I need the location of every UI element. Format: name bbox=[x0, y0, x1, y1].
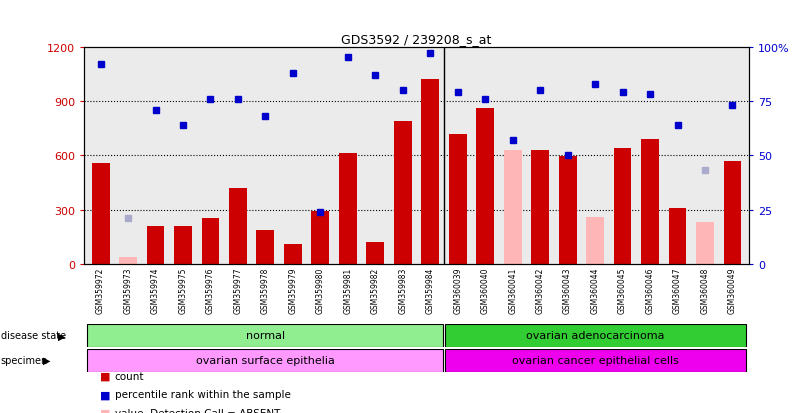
Text: ■: ■ bbox=[100, 371, 111, 381]
Text: ▶: ▶ bbox=[58, 330, 65, 341]
Bar bbox=[174, 226, 192, 264]
Bar bbox=[119, 257, 137, 264]
Bar bbox=[531, 150, 549, 264]
Title: GDS3592 / 239208_s_at: GDS3592 / 239208_s_at bbox=[341, 33, 492, 46]
Text: value, Detection Call = ABSENT: value, Detection Call = ABSENT bbox=[115, 408, 280, 413]
Text: percentile rank within the sample: percentile rank within the sample bbox=[115, 389, 291, 399]
Bar bbox=[421, 80, 439, 264]
Bar bbox=[284, 244, 302, 264]
Bar bbox=[696, 223, 714, 264]
Bar bbox=[256, 230, 275, 264]
Text: specimen: specimen bbox=[1, 355, 48, 366]
Text: normal: normal bbox=[246, 330, 285, 341]
Text: ovarian surface epithelia: ovarian surface epithelia bbox=[196, 355, 335, 366]
Bar bbox=[312, 211, 329, 264]
Bar bbox=[504, 150, 521, 264]
Bar bbox=[723, 161, 742, 264]
Bar bbox=[202, 218, 219, 264]
Bar bbox=[614, 149, 631, 264]
Text: ovarian cancer epithelial cells: ovarian cancer epithelial cells bbox=[512, 355, 678, 366]
Bar bbox=[445, 349, 747, 372]
Bar bbox=[339, 153, 356, 264]
Bar bbox=[641, 140, 659, 264]
Bar bbox=[558, 157, 577, 264]
Text: ovarian adenocarcinoma: ovarian adenocarcinoma bbox=[525, 330, 664, 341]
Bar bbox=[394, 121, 412, 264]
Text: ■: ■ bbox=[100, 389, 111, 399]
Bar bbox=[87, 349, 444, 372]
Text: disease state: disease state bbox=[1, 330, 66, 341]
Bar bbox=[445, 324, 747, 347]
Bar bbox=[366, 243, 384, 264]
Bar bbox=[449, 134, 467, 264]
Bar bbox=[147, 226, 164, 264]
Bar bbox=[669, 208, 686, 264]
Bar bbox=[586, 217, 604, 264]
Bar bbox=[477, 109, 494, 264]
Text: ■: ■ bbox=[100, 408, 111, 413]
Bar bbox=[91, 163, 110, 264]
Text: count: count bbox=[115, 371, 144, 381]
Text: ▶: ▶ bbox=[43, 355, 50, 366]
Bar bbox=[229, 188, 247, 264]
Bar bbox=[87, 324, 444, 347]
